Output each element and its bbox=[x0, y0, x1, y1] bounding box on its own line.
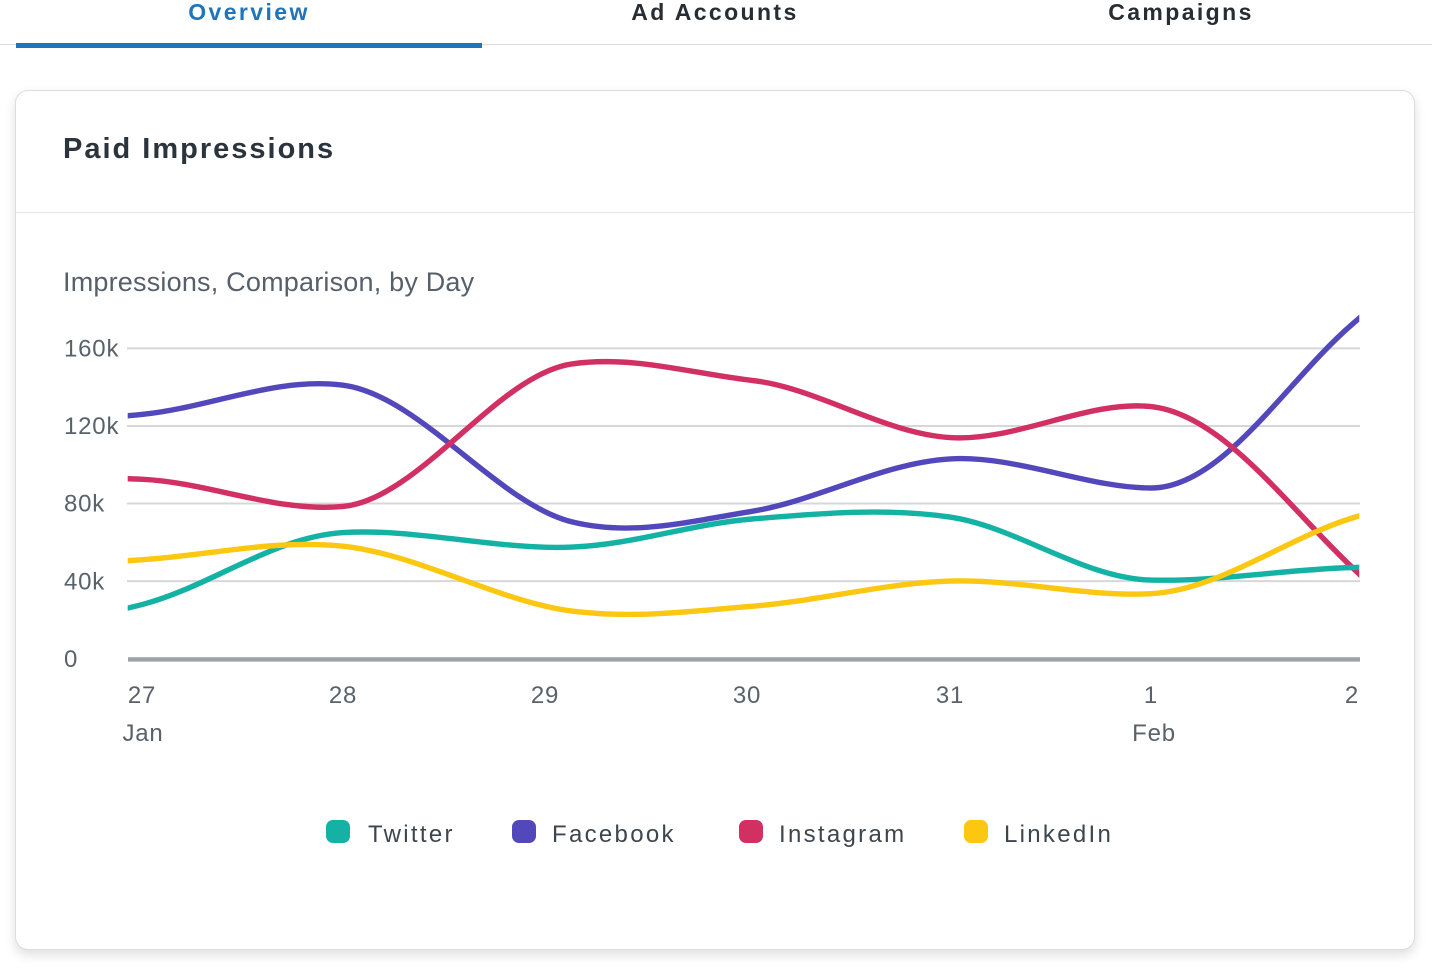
svg-text:31: 31 bbox=[936, 682, 964, 709]
svg-text:1: 1 bbox=[1144, 682, 1158, 709]
svg-text:2: 2 bbox=[1345, 682, 1359, 709]
svg-text:27: 27 bbox=[128, 682, 156, 709]
svg-text:80k: 80k bbox=[64, 491, 105, 518]
svg-text:28: 28 bbox=[329, 682, 357, 709]
svg-text:160k: 160k bbox=[64, 336, 119, 363]
svg-text:Jan: Jan bbox=[122, 720, 163, 747]
svg-text:0: 0 bbox=[64, 646, 78, 673]
svg-text:29: 29 bbox=[531, 682, 559, 709]
svg-text:120k: 120k bbox=[64, 413, 119, 440]
svg-text:Feb: Feb bbox=[1132, 720, 1176, 747]
svg-text:30: 30 bbox=[733, 682, 761, 709]
svg-text:40k: 40k bbox=[64, 568, 105, 595]
